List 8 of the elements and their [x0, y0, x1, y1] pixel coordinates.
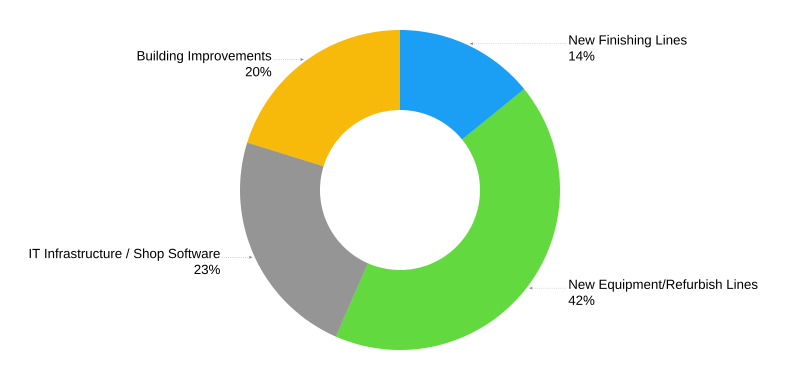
slice-label: New Finishing Lines — [569, 34, 687, 48]
data-label: 14% — [569, 51, 594, 61]
data-label: 42% — [568, 296, 594, 305]
slice-label: Building Improvements — [138, 50, 272, 64]
data-label: 20% — [246, 66, 272, 76]
data-label: 23% — [194, 264, 220, 274]
slice-label: New Equipment/Refurbish Lines — [569, 279, 758, 292]
slice-label: IT Infrastructure / Shop Software — [30, 248, 220, 261]
